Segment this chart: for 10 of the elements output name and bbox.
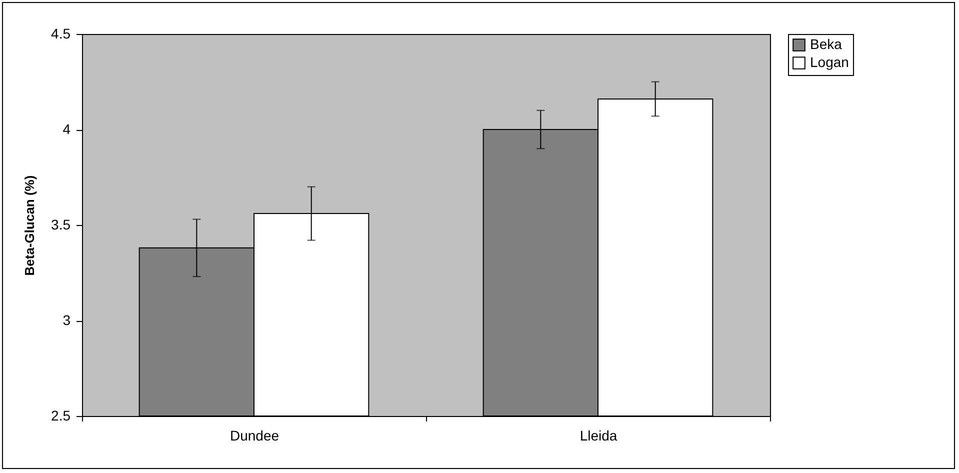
y-tick-label: 4 bbox=[62, 121, 71, 137]
y-tick-label: 3.5 bbox=[51, 216, 71, 232]
y-axis-title: Beta-Glucan (%) bbox=[22, 175, 38, 276]
legend-label: Logan bbox=[810, 54, 849, 70]
x-tick-label: Lleida bbox=[580, 428, 618, 444]
x-tick-label: Dundee bbox=[230, 428, 280, 444]
y-tick-label: 2.5 bbox=[51, 408, 71, 424]
y-tick-label: 3 bbox=[62, 312, 71, 328]
y-tick-label: 4.5 bbox=[51, 26, 71, 42]
legend-label: Beka bbox=[810, 36, 842, 52]
